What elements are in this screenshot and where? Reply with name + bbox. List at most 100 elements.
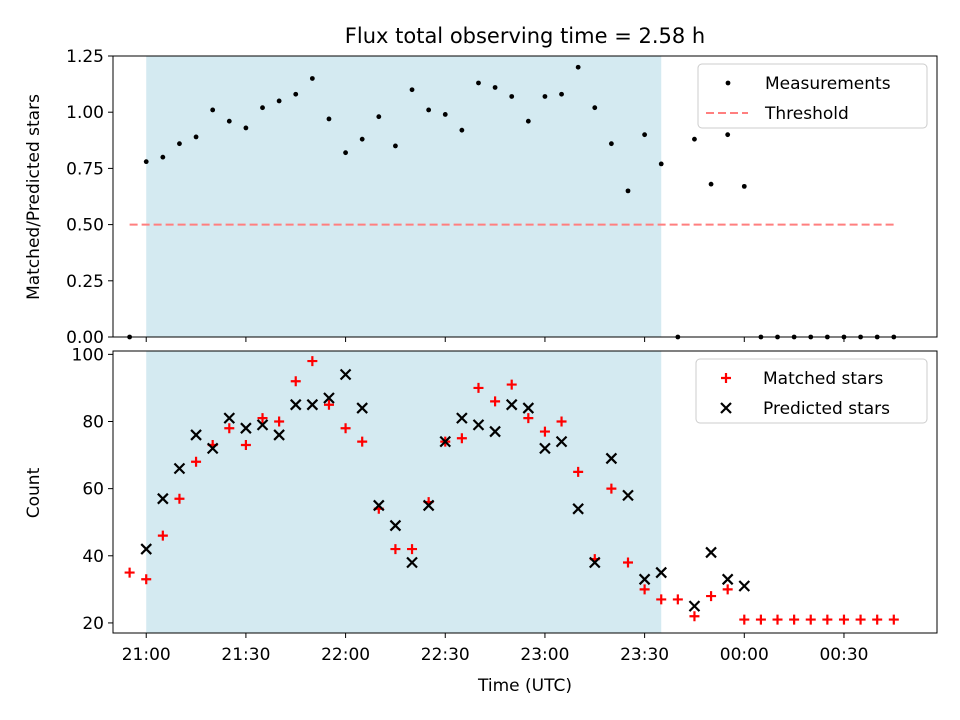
matched-point [822,614,833,625]
legend-label: Matched stars [763,369,883,389]
matched-point [722,584,733,595]
x-tick-label: 00:30 [819,645,868,665]
observing-window-shade [146,351,662,633]
matched-point [556,416,567,427]
predicted-point [705,546,717,559]
matched-point [888,614,899,625]
measurement-point [260,105,265,111]
matched-point [689,611,700,622]
measurement-point [592,105,598,111]
y-axis-label-top: Matched/Predicted stars [24,94,44,300]
matched-point [141,574,152,585]
matched-point [606,483,617,494]
matched-point [755,614,766,625]
predicted-point [339,368,352,381]
measurement-point [226,118,232,124]
matched-point [656,594,667,605]
predicted-point [240,422,252,434]
y-tick-label: 1.25 [66,47,104,67]
matched-point [456,433,467,444]
measurement-point [309,76,315,81]
matched-point [323,399,334,410]
measurement-point [459,127,465,133]
matched-point [573,466,584,477]
predicted-point [688,600,701,612]
measurement-point [426,107,432,113]
matched-point [872,614,883,625]
matched-point [357,436,368,447]
measurement-point [575,64,581,70]
top-panel: 0.00 0.25 0.50 0.75 1.00 1.25 Measurements Thre… [66,47,938,348]
predicted-point [373,499,385,512]
predicted-point [522,402,535,414]
predicted-point [638,573,651,586]
measurement-point [476,80,481,86]
matched-point [174,493,185,504]
measurement-point [642,132,648,138]
matched-point [539,426,550,437]
legend-marker-measurements [725,80,731,86]
predicted-point [505,398,518,411]
matched-point [506,379,517,390]
matched-point [473,382,484,393]
legend-marker-matched [721,373,731,383]
predicted-point [289,398,302,411]
y-axis-label-bottom: Count [24,467,44,518]
predicted-point [605,452,618,465]
matched-point [191,456,202,467]
measurement-point [658,161,664,167]
measurement-point [708,181,714,187]
measurement-point [177,141,182,147]
predicted-point [622,489,634,502]
matched-point [523,413,534,424]
measurement-point [542,94,548,99]
measurement-point [359,136,365,142]
measurement-point [326,116,332,122]
y-tick-label: 0.00 [66,328,104,348]
predicted-point [555,435,568,448]
measurement-point [160,154,166,160]
measurement-point [376,114,382,120]
legend-label: Measurements [765,74,891,94]
matched-point [340,423,351,434]
measurement-point [725,132,731,138]
x-tick-label: 00:00 [720,645,769,665]
x-tick-label: 21:30 [221,645,270,665]
predicted-point [456,412,468,424]
predicted-point [323,392,335,404]
observing-window-shade [146,56,662,337]
measurement-point [608,141,614,147]
measurement-point [143,159,149,165]
y-tick-label: 40 [82,547,104,567]
matched-point [407,544,418,555]
matched-point [706,591,717,602]
predicted-point [223,412,236,424]
y-tick-label: 80 [82,413,104,433]
x-tick-label: 21:00 [122,645,171,665]
matched-point [257,413,268,424]
y-tick-label: 0.50 [66,216,104,236]
matched-point [290,376,301,387]
matched-point [739,614,750,625]
measurement-point [193,134,199,140]
y-tick-label: 60 [82,480,104,500]
legend: Measurements Threshold [697,63,928,129]
measurement-point [343,150,348,156]
predicted-point [206,442,219,455]
predicted-point [157,492,169,505]
legend: Matched stars Predicted stars [695,358,928,424]
predicted-point [572,503,584,515]
predicted-point [588,556,601,569]
y-tick-label: 0.25 [66,272,104,292]
measurement-point [741,183,747,189]
predicted-point [306,398,319,411]
predicted-point [655,566,668,579]
matched-point [490,396,501,407]
measurement-point [492,85,498,90]
y-tick-label: 1.00 [66,103,104,123]
measurement-point [692,136,697,142]
predicted-point [273,429,285,441]
predicted-point [256,419,269,431]
matched-point [639,584,650,595]
legend-label: Threshold [764,104,849,124]
